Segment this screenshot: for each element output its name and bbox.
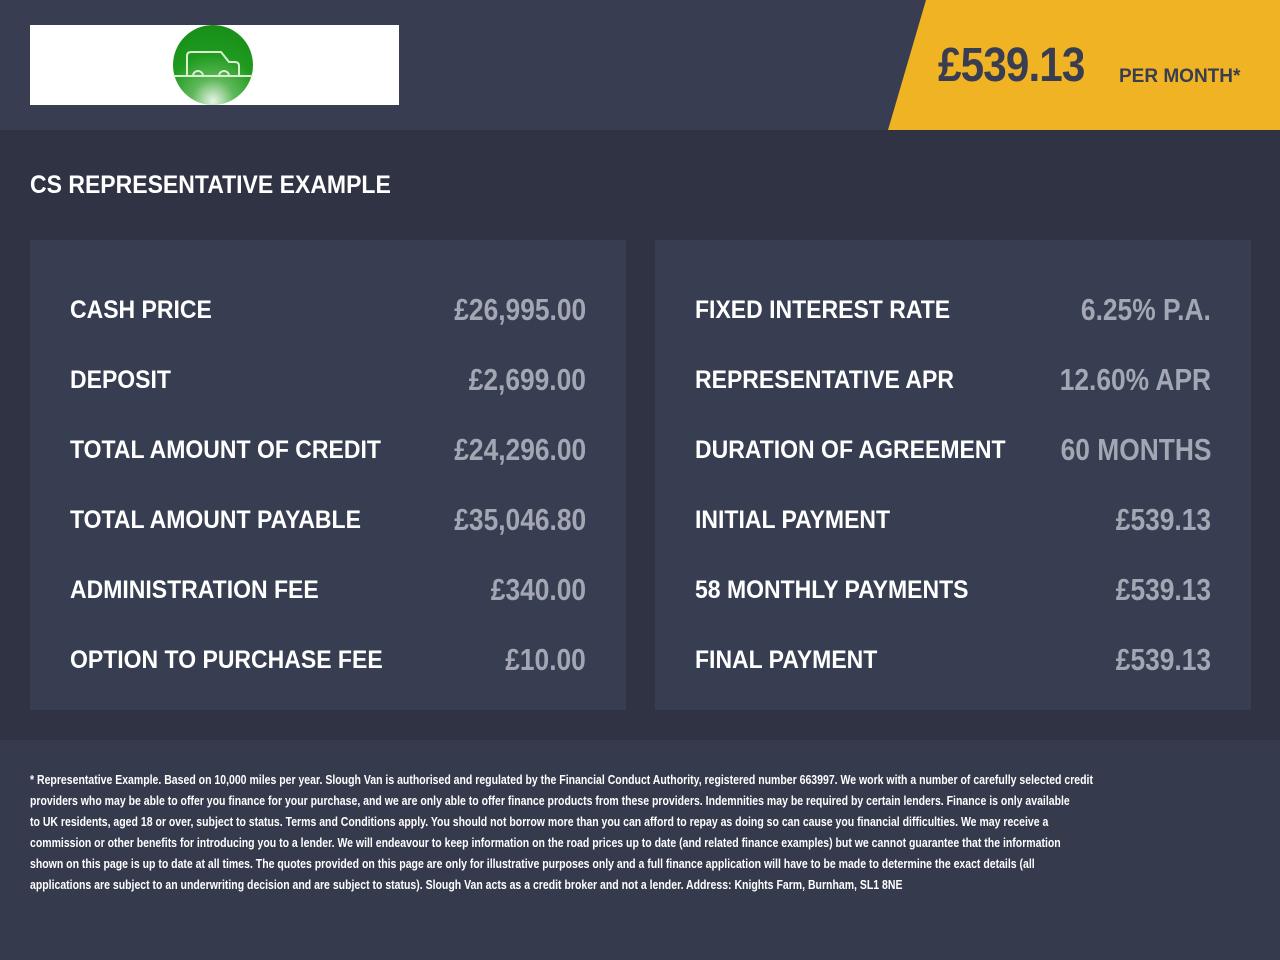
value: £539.13 <box>1115 642 1211 677</box>
row-admin-fee: ADMINISTRATION FEE £340.00 <box>70 555 586 625</box>
disclaimer-line: to UK residents, aged 18 or over, subjec… <box>30 815 1049 829</box>
right-panel: FIXED INTEREST RATE 6.25% P.A. REPRESENTA… <box>655 240 1251 710</box>
value: 6.25% P.A. <box>1081 292 1211 327</box>
page-title: CS REPRESENTATIVE EXAMPLE <box>30 171 391 199</box>
label: 58 MONTHLY PAYMENTS <box>695 575 969 604</box>
label: DURATION OF AGREEMENT <box>695 435 1006 464</box>
row-final-payment: FINAL PAYMENT £539.13 <box>695 625 1211 695</box>
disclaimer-line: * Representative Example. Based on 10,00… <box>30 773 1093 787</box>
disclaimer-line: applications are subject to an underwrit… <box>30 878 903 892</box>
label: DEPOSIT <box>70 365 171 394</box>
monthly-price-badge: £539.13 PER MONTH* <box>888 0 1280 130</box>
label: REPRESENTATIVE APR <box>695 365 955 394</box>
row-purchase-fee: OPTION TO PURCHASE FEE £10.00 <box>70 625 586 695</box>
row-duration: DURATION OF AGREEMENT 60 MONTHS <box>695 415 1211 485</box>
row-initial-payment: INITIAL PAYMENT £539.13 <box>695 485 1211 555</box>
value: 60 MONTHS <box>1060 432 1211 467</box>
label: FINAL PAYMENT <box>695 645 878 674</box>
row-interest-rate: FIXED INTEREST RATE 6.25% P.A. <box>695 275 1211 345</box>
left-panel: CASH PRICE £26,995.00 DEPOSIT £2,699.00 TO… <box>30 240 626 710</box>
label: FIXED INTEREST RATE <box>695 295 951 324</box>
row-cash-price: CASH PRICE £26,995.00 <box>70 275 586 345</box>
value: 12.60% APR <box>1059 362 1211 397</box>
row-credit: TOTAL AMOUNT OF CREDIT £24,296.00 <box>70 415 586 485</box>
label: INITIAL PAYMENT <box>695 505 891 534</box>
label: ADMINISTRATION FEE <box>70 575 319 604</box>
per-month-label: PER MONTH* <box>1119 66 1241 87</box>
row-payable: TOTAL AMOUNT PAYABLE £35,046.80 <box>70 485 586 555</box>
label: OPTION TO PURCHASE FEE <box>70 645 383 674</box>
van-logo-icon <box>173 25 253 105</box>
label: CASH PRICE <box>70 295 212 324</box>
disclaimer: * Representative Example. Based on 10,00… <box>0 740 1280 960</box>
header: £539.13 PER MONTH* <box>0 0 1280 130</box>
label: TOTAL AMOUNT OF CREDIT <box>70 435 381 464</box>
disclaimer-line: providers who may be able to offer you f… <box>30 794 1070 808</box>
row-monthly-payments: 58 MONTHLY PAYMENTS £539.13 <box>695 555 1211 625</box>
disclaimer-line: shown on this page is up to date at all … <box>30 857 1035 871</box>
value: £539.13 <box>1115 572 1211 607</box>
value: £340.00 <box>490 572 586 607</box>
row-deposit: DEPOSIT £2,699.00 <box>70 345 586 415</box>
logo <box>30 25 399 105</box>
value: £35,046.80 <box>454 502 586 537</box>
disclaimer-line: commission or other benefits for introdu… <box>30 836 1061 850</box>
value: £26,995.00 <box>454 292 586 327</box>
value: £2,699.00 <box>468 362 586 397</box>
row-apr: REPRESENTATIVE APR 12.60% APR <box>695 345 1211 415</box>
value: £24,296.00 <box>454 432 586 467</box>
value: £539.13 <box>1115 502 1211 537</box>
monthly-price: £539.13 <box>938 39 1085 92</box>
label: TOTAL AMOUNT PAYABLE <box>70 505 361 534</box>
value: £10.00 <box>505 642 586 677</box>
